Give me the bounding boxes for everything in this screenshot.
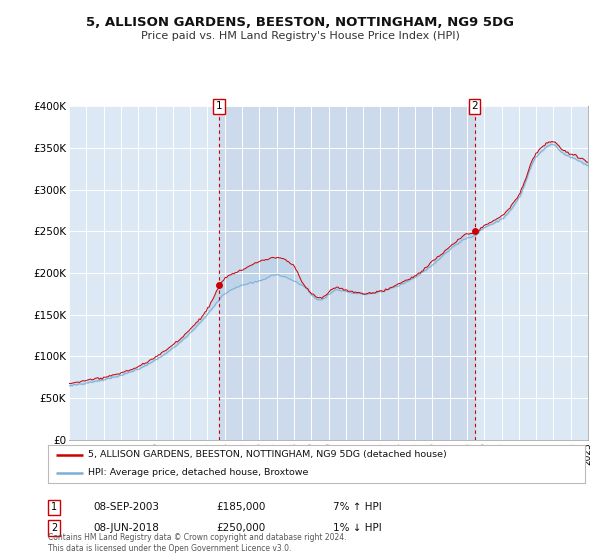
Text: 5, ALLISON GARDENS, BEESTON, NOTTINGHAM, NG9 5DG (detached house): 5, ALLISON GARDENS, BEESTON, NOTTINGHAM,… <box>88 450 447 459</box>
Text: 2: 2 <box>471 101 478 111</box>
Text: Contains HM Land Registry data © Crown copyright and database right 2024.
This d: Contains HM Land Registry data © Crown c… <box>48 533 347 553</box>
Text: £250,000: £250,000 <box>216 523 265 533</box>
Text: 7% ↑ HPI: 7% ↑ HPI <box>333 502 382 512</box>
Text: 5, ALLISON GARDENS, BEESTON, NOTTINGHAM, NG9 5DG: 5, ALLISON GARDENS, BEESTON, NOTTINGHAM,… <box>86 16 514 29</box>
Text: £185,000: £185,000 <box>216 502 265 512</box>
Text: 2: 2 <box>51 523 57 533</box>
Bar <box>220 106 475 440</box>
Text: Price paid vs. HM Land Registry's House Price Index (HPI): Price paid vs. HM Land Registry's House … <box>140 31 460 41</box>
Text: 1: 1 <box>51 502 57 512</box>
Text: HPI: Average price, detached house, Broxtowe: HPI: Average price, detached house, Brox… <box>88 468 308 477</box>
Text: 1% ↓ HPI: 1% ↓ HPI <box>333 523 382 533</box>
Text: 1: 1 <box>216 101 223 111</box>
Text: 08-JUN-2018: 08-JUN-2018 <box>93 523 159 533</box>
Text: 08-SEP-2003: 08-SEP-2003 <box>93 502 159 512</box>
